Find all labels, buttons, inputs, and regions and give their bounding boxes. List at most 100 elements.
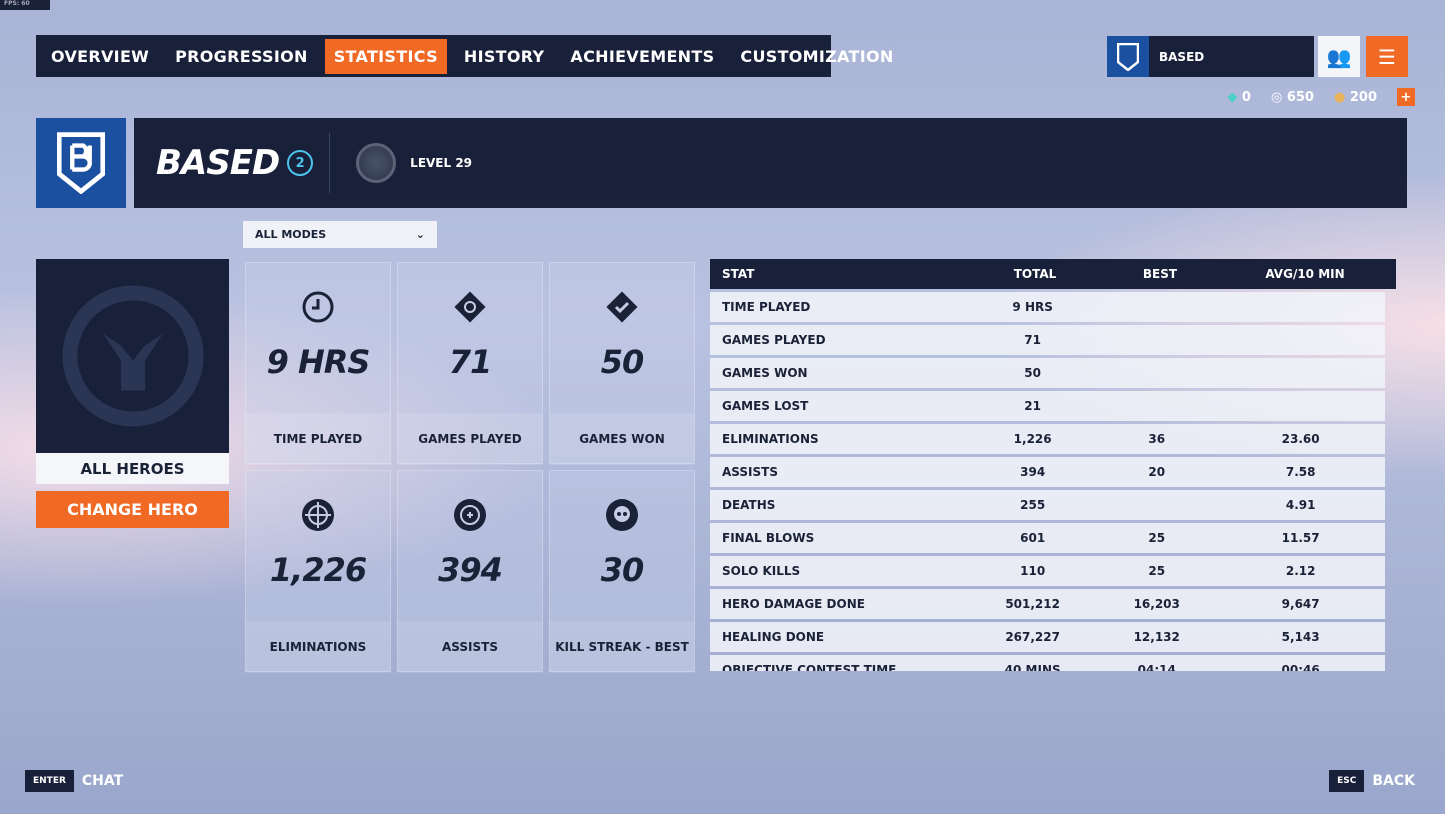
table-cell: 25 xyxy=(1148,531,1166,545)
table-cell: 00:46 xyxy=(1281,663,1320,671)
table-cell: 36 xyxy=(1148,432,1166,446)
column-header: AVG/10 MIN xyxy=(1265,267,1345,281)
table-row: ASSISTS 394 20 7.58 xyxy=(710,457,1385,487)
table-row: DEATHS 255 4.91 xyxy=(710,490,1385,520)
stat-card-value: 50 xyxy=(600,343,645,381)
stat-card-value: 1,226 xyxy=(269,551,367,589)
table-cell: 267,227 xyxy=(1005,630,1060,644)
stats-table: STAT TOTAL BEST AVG/10 MIN TIME PLAYED 9 HRS… xyxy=(710,259,1396,671)
stat-card-label: TIME PLAYED xyxy=(246,413,390,465)
stat-card-label: GAMES WON xyxy=(550,413,694,465)
table-cell: HEALING DONE xyxy=(722,630,825,644)
crosshair-icon xyxy=(300,497,336,533)
table-cell: OBJECTIVE CONTEST TIME xyxy=(722,663,897,671)
table-cell: 255 xyxy=(1020,498,1046,512)
tab-history[interactable]: HISTORY xyxy=(463,46,545,66)
enter-key: ENTER xyxy=(25,770,74,792)
table-cell: 23.60 xyxy=(1281,432,1320,446)
change-hero-button[interactable]: CHANGE HERO xyxy=(36,491,229,528)
table-cell: ELIMINATIONS xyxy=(722,432,819,446)
diamond-icon xyxy=(452,289,488,325)
table-row: SOLO KILLS 110 25 2.12 xyxy=(710,556,1385,586)
stat-card: 9 HRS TIME PLAYED xyxy=(245,262,391,465)
coins-icon: ● xyxy=(1333,89,1346,105)
tab-progression[interactable]: PROGRESSION xyxy=(175,46,308,66)
stat-cards: 9 HRS TIME PLAYED 71 GAMES PLAYED 50 GAMES WO… xyxy=(245,262,695,673)
endorsement-badge: 2 xyxy=(287,150,314,176)
fps-counter: FPS: 60 xyxy=(0,0,50,10)
assist-icon xyxy=(452,497,488,533)
esc-key: ESC xyxy=(1329,770,1365,792)
table-row: FINAL BLOWS 601 25 11.57 xyxy=(710,523,1385,553)
table-cell: 5,143 xyxy=(1281,630,1320,644)
check-icon xyxy=(604,289,640,325)
table-cell: 2.12 xyxy=(1285,564,1316,578)
table-cell: 7.58 xyxy=(1285,465,1316,479)
tab-customization[interactable]: CUSTOMIZATION xyxy=(740,46,894,66)
mode-selected: ALL MODES xyxy=(255,228,327,241)
table-cell: 71 xyxy=(1024,333,1041,347)
tab-overview[interactable]: OVERVIEW xyxy=(51,46,150,66)
back-label: BACK xyxy=(1372,773,1415,789)
mode-dropdown[interactable]: ALL MODES ⌄ xyxy=(243,221,437,248)
table-row: GAMES PLAYED 71 xyxy=(710,325,1385,355)
table-cell: 50 xyxy=(1024,366,1041,380)
stat-card-label: ELIMINATIONS xyxy=(246,621,390,673)
stat-card-value: 394 xyxy=(438,551,503,589)
currency-bar: ◆ 0 ◎ 650 ● 200 + xyxy=(1227,88,1415,106)
chevron-down-icon: ⌄ xyxy=(415,228,425,241)
table-cell: GAMES LOST xyxy=(722,399,809,413)
chat-hint[interactable]: ENTER CHAT xyxy=(25,770,123,792)
table-cell: SOLO KILLS xyxy=(722,564,801,578)
list-icon: ☰ xyxy=(1378,44,1396,69)
credits-count: 650 xyxy=(1286,89,1314,105)
player-level: LEVEL 29 xyxy=(410,156,473,170)
table-row: OBJECTIVE CONTEST TIME 40 MINS 04:14 00:46 xyxy=(710,655,1385,671)
table-cell: DEATHS xyxy=(722,498,776,512)
table-cell: 9 HRS xyxy=(1012,300,1053,314)
skull-icon xyxy=(604,497,640,533)
back-button[interactable]: ESC BACK xyxy=(1329,770,1415,792)
tab-statistics[interactable]: STATISTICS xyxy=(324,38,447,74)
stat-card: 394 ASSISTS xyxy=(397,470,543,673)
player-icon xyxy=(36,118,126,208)
table-cell: 4.91 xyxy=(1285,498,1316,512)
player-banner: BASED 2 LEVEL 29 xyxy=(134,118,1407,208)
table-cell: 20 xyxy=(1148,465,1166,479)
table-cell: TIME PLAYED xyxy=(722,300,811,314)
table-cell: 394 xyxy=(1020,465,1046,479)
table-row: HEALING DONE 267,227 12,132 5,143 xyxy=(710,622,1385,652)
table-row: ELIMINATIONS 1,226 36 23.60 xyxy=(710,424,1385,454)
level-icon xyxy=(356,143,397,183)
overwatch-logo-icon xyxy=(62,285,203,427)
stat-card-value: 9 HRS xyxy=(266,343,371,381)
top-nav: OVERVIEW PROGRESSION STATISTICS HISTORY ACHI… xyxy=(36,35,893,77)
tab-achievements[interactable]: ACHIEVEMENTS xyxy=(570,46,715,66)
stat-card: 71 GAMES PLAYED xyxy=(397,262,543,465)
table-cell: 11.57 xyxy=(1281,531,1320,545)
table-cell: 40 MINS xyxy=(1004,663,1061,671)
table-cell: 110 xyxy=(1020,564,1046,578)
social-button[interactable]: 👥 xyxy=(1318,36,1360,77)
stat-card-label: GAMES PLAYED xyxy=(398,413,542,465)
player-card-button[interactable]: BASED xyxy=(1107,36,1314,77)
hero-portrait xyxy=(36,259,229,453)
table-cell: 04:14 xyxy=(1137,663,1176,671)
table-row: GAMES WON 50 xyxy=(710,358,1385,388)
legendary-coin-icon: ◆ xyxy=(1227,89,1238,105)
table-row: GAMES LOST 21 xyxy=(710,391,1385,421)
coins-count: 200 xyxy=(1349,89,1377,105)
column-header: TOTAL xyxy=(1013,267,1057,281)
table-cell: 9,647 xyxy=(1281,597,1320,611)
credits-icon: ◎ xyxy=(1270,89,1283,105)
table-header: STAT TOTAL BEST AVG/10 MIN xyxy=(710,259,1396,289)
table-cell: 1,226 xyxy=(1013,432,1052,446)
add-currency-button[interactable]: + xyxy=(1397,88,1415,106)
chat-label: CHAT xyxy=(81,773,124,789)
banner-player-name: BASED xyxy=(156,143,280,183)
stat-card: 50 GAMES WON xyxy=(549,262,695,465)
clock-icon xyxy=(300,289,336,325)
table-row: HERO DAMAGE DONE 501,212 16,203 9,647 xyxy=(710,589,1385,619)
legendary-count: 0 xyxy=(1241,89,1251,105)
menu-button[interactable]: ☰ xyxy=(1366,36,1408,77)
